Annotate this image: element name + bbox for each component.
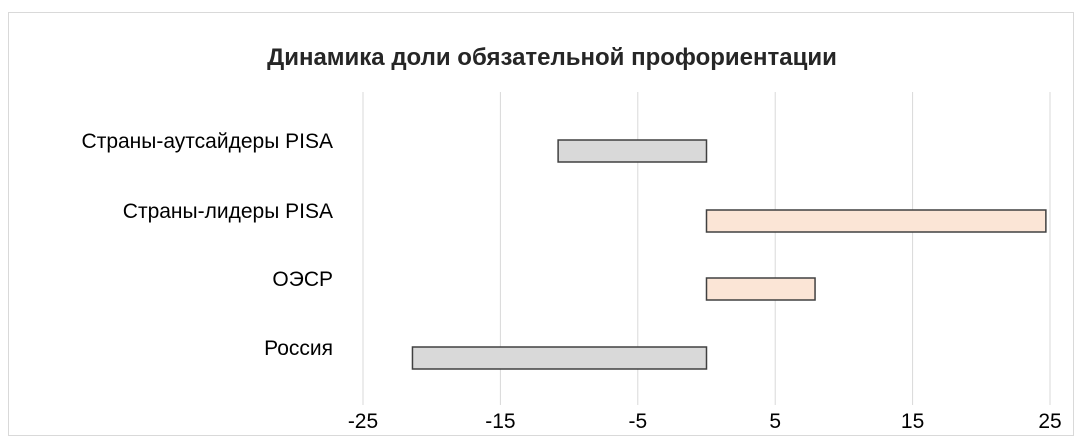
x-tick-label: -15 [485,410,515,433]
category-labels: Страны-аутсайдеры PISA Страны-лидеры PISA… [82,130,333,360]
x-tick-label: 25 [1038,410,1061,433]
x-tick-label: 15 [901,410,924,433]
x-tick-labels: -25 -15 -5 5 15 25 [348,410,1062,433]
bar [557,139,708,163]
x-tick-label: 5 [769,410,781,433]
bar [705,277,816,301]
category-label: Россия [264,337,333,360]
category-label: Страны-аутсайдеры PISA [82,130,333,153]
bars [411,139,1047,370]
category-label: Страны-лидеры PISA [123,200,333,223]
category-label: ОЭСР [272,268,333,291]
chart-title: Динамика доли обязательной профориентаци… [267,44,837,71]
bar [411,346,708,370]
bar [705,209,1047,233]
x-tick-label: -25 [348,410,378,433]
x-tick-label: -5 [628,410,647,433]
